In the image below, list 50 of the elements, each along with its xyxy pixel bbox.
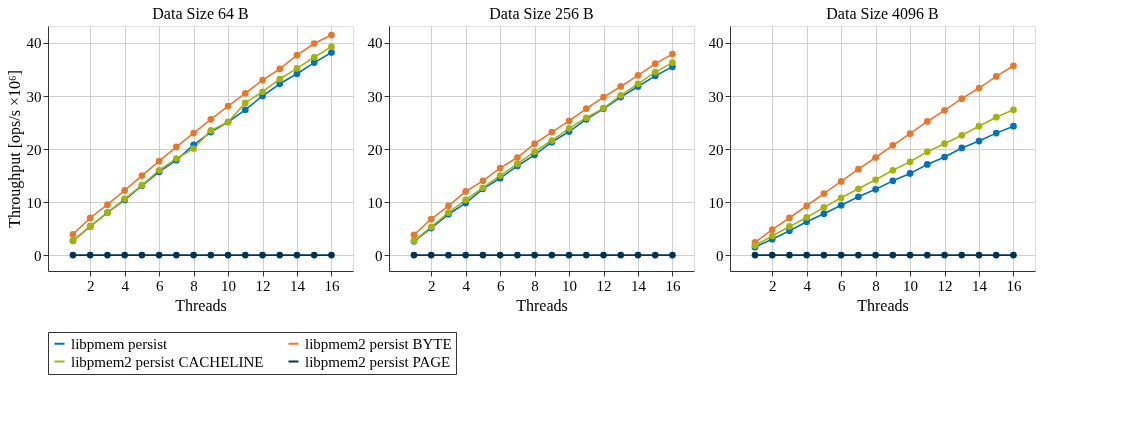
x-tick-label: 10 [221,277,237,294]
x-tick-label: 16 [665,277,681,294]
legend-label: libpmem persist [71,335,169,352]
y-tick-label: 30 [708,88,724,105]
x-tick-label: 6 [837,277,846,294]
y-tick-label: 0 [375,247,383,264]
x-tick-label: 2 [86,277,95,294]
y-axis-title: Throughput [ops/s ×10⁶] [5,70,24,228]
y-tick-label: 20 [367,141,383,158]
x-tick-label: 10 [903,277,919,294]
x-tick-label: 12 [937,277,953,294]
x-tick-label: 12 [596,277,612,294]
x-tick-label: 14 [290,277,306,294]
x-tick-label: 6 [496,277,505,294]
y-tick-label: 40 [708,35,724,52]
x-axis-title: Threads [516,296,568,314]
x-axis-title: Threads [175,296,227,314]
y-tick-label: 10 [367,194,383,211]
y-tick-label: 30 [26,88,42,105]
x-tick-label: 4 [462,277,471,294]
legend-label: libpmem2 persist BYTE [305,335,452,352]
chart-title: Data Size 256 B [489,5,594,22]
x-tick-label: 16 [324,277,340,294]
x-tick-label: 10 [562,277,578,294]
x-tick-label: 2 [427,277,436,294]
x-tick-label: 8 [872,277,880,294]
y-tick-label: 10 [708,194,724,211]
x-tick-label: 16 [1006,277,1022,294]
x-tick-label: 8 [531,277,539,294]
x-tick-label: 4 [121,277,130,294]
x-tick-label: 14 [972,277,988,294]
y-tick-label: 40 [26,35,42,52]
x-tick-label: 14 [631,277,647,294]
legend-label: libpmem2 persist PAGE [305,353,451,370]
y-tick-label: 0 [716,247,724,264]
y-tick-label: 20 [708,141,724,158]
x-tick-label: 12 [255,277,271,294]
x-tick-label: 4 [803,277,812,294]
y-tick-label: 0 [34,247,42,264]
x-tick-label: 6 [155,277,164,294]
x-tick-label: 2 [768,277,777,294]
y-tick-label: 30 [367,88,383,105]
legend-label: libpmem2 persist CACHELINE [71,353,264,370]
chart-title: Data Size 64 B [152,5,249,22]
x-tick-label: 8 [190,277,198,294]
x-axis-title: Threads [857,296,909,314]
y-tick-label: 40 [367,35,383,52]
chart-title: Data Size 4096 B [826,5,939,22]
y-tick-label: 10 [26,194,42,211]
y-tick-label: 20 [26,141,42,158]
